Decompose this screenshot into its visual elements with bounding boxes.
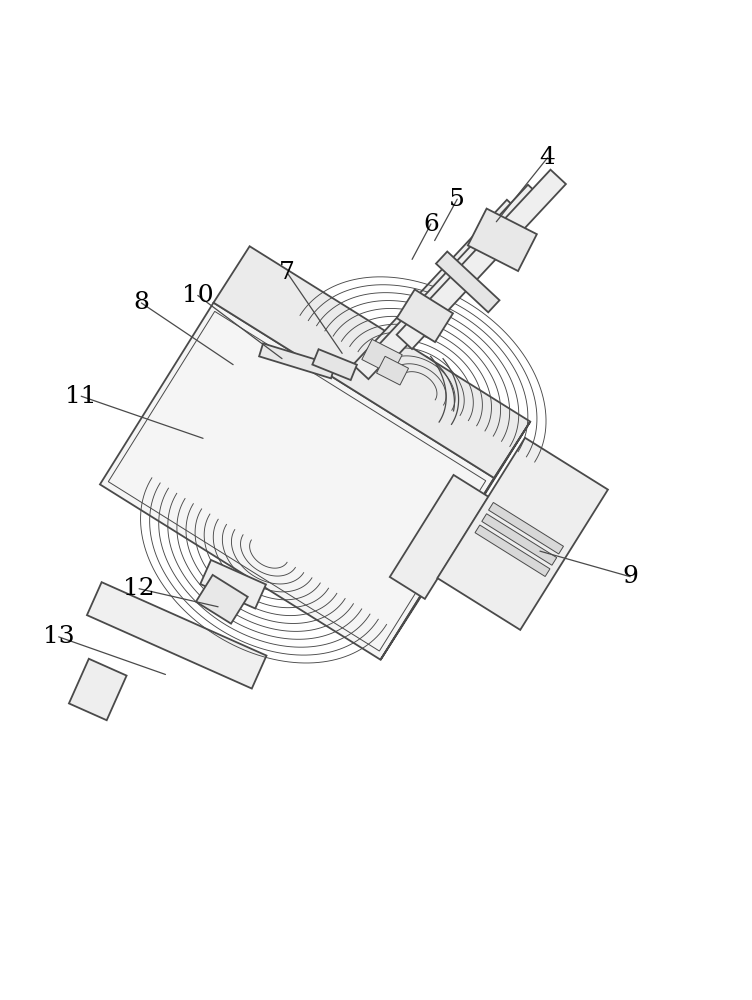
Polygon shape <box>397 289 453 342</box>
Polygon shape <box>87 582 266 689</box>
Text: 8: 8 <box>133 291 150 314</box>
Text: 13: 13 <box>43 625 74 648</box>
Text: 4: 4 <box>539 146 556 169</box>
Polygon shape <box>69 659 126 720</box>
Polygon shape <box>312 349 357 380</box>
Polygon shape <box>381 422 530 660</box>
Polygon shape <box>468 209 537 271</box>
Text: 5: 5 <box>449 188 465 211</box>
Polygon shape <box>377 356 408 385</box>
Polygon shape <box>438 438 608 630</box>
Polygon shape <box>196 575 247 624</box>
Polygon shape <box>353 200 523 379</box>
Polygon shape <box>259 343 335 378</box>
Text: 12: 12 <box>123 577 155 600</box>
Text: 11: 11 <box>65 385 97 408</box>
Polygon shape <box>100 303 494 660</box>
Text: 7: 7 <box>279 261 296 284</box>
Polygon shape <box>362 339 402 375</box>
Polygon shape <box>200 560 266 608</box>
Polygon shape <box>475 525 550 577</box>
Text: 10: 10 <box>182 284 214 307</box>
Text: 6: 6 <box>423 213 439 236</box>
Polygon shape <box>214 246 530 478</box>
Polygon shape <box>396 170 566 349</box>
Polygon shape <box>374 185 544 364</box>
Polygon shape <box>489 502 563 554</box>
Polygon shape <box>390 475 489 599</box>
Polygon shape <box>436 252 499 312</box>
Text: 9: 9 <box>622 565 638 588</box>
Polygon shape <box>482 514 556 565</box>
